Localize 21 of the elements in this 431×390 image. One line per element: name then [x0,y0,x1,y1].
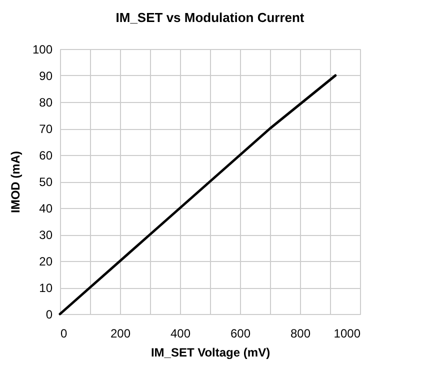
y-tick-label: 80 [39,96,53,110]
y-tick-label: 70 [39,122,53,136]
y-tick-label: 30 [39,228,53,242]
y-tick-label: 60 [39,148,53,162]
x-tick-label: 200 [110,326,131,340]
x-axis-title: IM_SET Voltage (mV) [150,346,270,360]
line-series [58,74,337,316]
x-tick-label: 400 [170,326,191,340]
x-tick-label: 800 [290,326,311,340]
y-tick-label: 10 [39,281,53,295]
y-tick-label: 40 [39,202,53,216]
y-tick-label: 0 [46,308,53,322]
y-tick-label: 100 [32,42,53,56]
y-tick-label: 90 [39,69,53,83]
y-tick-label: 20 [39,254,53,268]
x-tick-label: 600 [230,326,251,340]
x-tick-label: 1000 [334,326,361,340]
y-axis-title: IMOD (mA) [8,151,22,213]
chart-title: IM_SET vs Modulation Current [116,10,305,25]
y-tick-label: 50 [39,175,53,189]
x-tick-label: 0 [60,326,68,340]
